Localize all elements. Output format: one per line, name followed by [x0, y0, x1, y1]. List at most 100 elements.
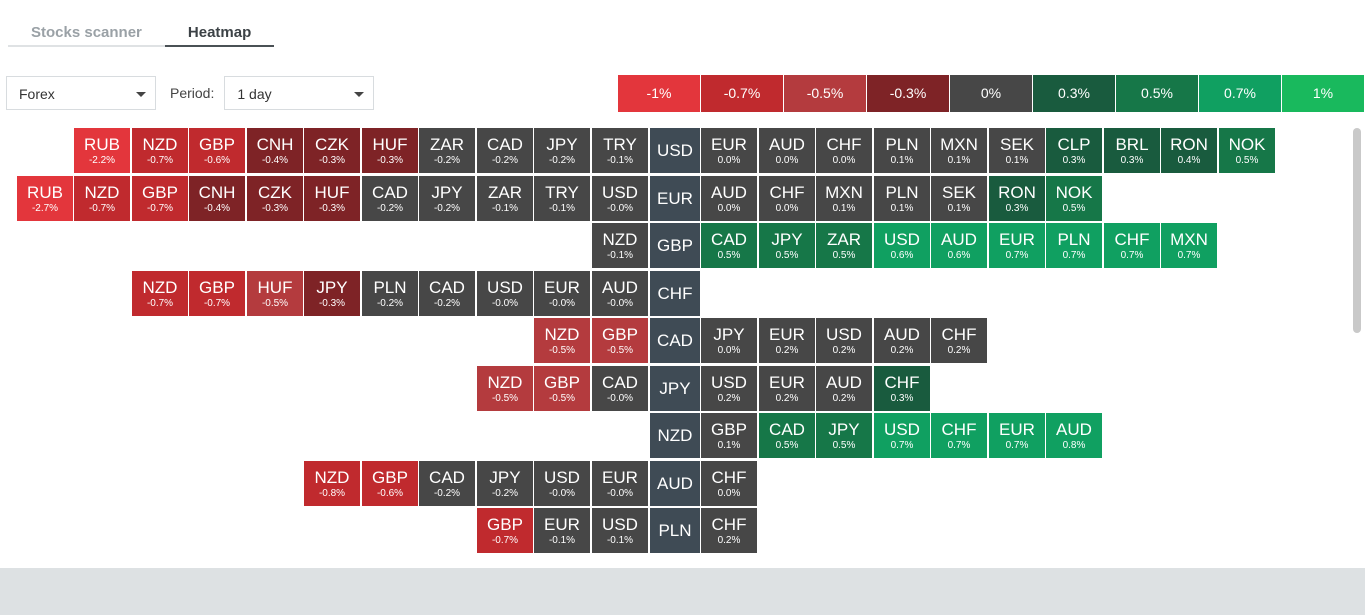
currency-tile-nzd[interactable]: NZD -0.7%	[132, 128, 188, 173]
legend-cell[interactable]: -0.5%	[784, 75, 866, 112]
currency-tile-cad[interactable]: CAD -0.2%	[477, 128, 533, 173]
base-currency-pln[interactable]: PLN	[650, 508, 700, 553]
legend-cell[interactable]: -1%	[618, 75, 700, 112]
currency-tile-pln[interactable]: PLN 0.1%	[874, 128, 930, 173]
currency-tile-eur[interactable]: EUR 0.2%	[759, 366, 815, 411]
currency-tile-ron[interactable]: RON 0.3%	[989, 176, 1045, 221]
base-currency-nzd[interactable]: NZD	[650, 413, 700, 458]
currency-tile-gbp[interactable]: GBP -0.5%	[534, 366, 590, 411]
currency-tile-usd[interactable]: USD -0.0%	[477, 271, 533, 316]
currency-tile-czk[interactable]: CZK -0.3%	[247, 176, 303, 221]
currency-tile-aud[interactable]: AUD 0.6%	[931, 223, 987, 268]
currency-tile-huf[interactable]: HUF -0.3%	[362, 128, 418, 173]
currency-tile-cad[interactable]: CAD -0.2%	[419, 461, 475, 506]
currency-tile-chf[interactable]: CHF 0.3%	[874, 366, 930, 411]
currency-tile-eur[interactable]: EUR 0.7%	[989, 413, 1045, 458]
currency-tile-mxn[interactable]: MXN 0.1%	[816, 176, 872, 221]
currency-tile-aud[interactable]: AUD 0.2%	[816, 366, 872, 411]
legend-cell[interactable]: 0.3%	[1033, 75, 1115, 112]
currency-tile-gbp[interactable]: GBP -0.5%	[592, 318, 648, 363]
currency-tile-jpy[interactable]: JPY -0.2%	[534, 128, 590, 173]
currency-tile-nzd[interactable]: NZD -0.7%	[132, 271, 188, 316]
currency-tile-czk[interactable]: CZK -0.3%	[304, 128, 360, 173]
currency-tile-gbp[interactable]: GBP -0.7%	[189, 271, 245, 316]
currency-tile-usd[interactable]: USD 0.2%	[816, 318, 872, 363]
currency-tile-nzd[interactable]: NZD -0.5%	[534, 318, 590, 363]
currency-tile-usd[interactable]: USD 0.7%	[874, 413, 930, 458]
scrollbar-thumb[interactable]	[1353, 128, 1361, 333]
currency-tile-aud[interactable]: AUD 0.0%	[759, 128, 815, 173]
currency-tile-mxn[interactable]: MXN 0.7%	[1161, 223, 1217, 268]
legend-cell[interactable]: -0.7%	[701, 75, 783, 112]
currency-tile-usd[interactable]: USD -0.1%	[592, 508, 648, 553]
currency-tile-nzd[interactable]: NZD -0.1%	[592, 223, 648, 268]
currency-tile-zar[interactable]: ZAR -0.2%	[419, 128, 475, 173]
currency-tile-aud[interactable]: AUD -0.0%	[592, 271, 648, 316]
currency-tile-jpy[interactable]: JPY 0.5%	[759, 223, 815, 268]
currency-tile-chf[interactable]: CHF 0.7%	[931, 413, 987, 458]
currency-tile-pln[interactable]: PLN 0.1%	[874, 176, 930, 221]
currency-tile-rub[interactable]: RUB -2.2%	[74, 128, 130, 173]
currency-tile-usd[interactable]: USD 0.6%	[874, 223, 930, 268]
currency-tile-chf[interactable]: CHF 0.0%	[701, 461, 757, 506]
currency-tile-cnh[interactable]: CNH -0.4%	[189, 176, 245, 221]
currency-tile-chf[interactable]: CHF 0.2%	[701, 508, 757, 553]
legend-cell[interactable]: -0.3%	[867, 75, 949, 112]
currency-tile-gbp[interactable]: GBP -0.6%	[189, 128, 245, 173]
legend-cell[interactable]: 1%	[1282, 75, 1364, 112]
currency-tile-clp[interactable]: CLP 0.3%	[1046, 128, 1102, 173]
currency-tile-gbp[interactable]: GBP 0.1%	[701, 413, 757, 458]
currency-tile-pln[interactable]: PLN 0.7%	[1046, 223, 1102, 268]
currency-tile-eur[interactable]: EUR 0.0%	[701, 128, 757, 173]
currency-tile-try[interactable]: TRY -0.1%	[534, 176, 590, 221]
currency-tile-huf[interactable]: HUF -0.3%	[304, 176, 360, 221]
currency-tile-aud[interactable]: AUD 0.8%	[1046, 413, 1102, 458]
currency-tile-nok[interactable]: NOK 0.5%	[1046, 176, 1102, 221]
currency-tile-nok[interactable]: NOK 0.5%	[1219, 128, 1275, 173]
currency-tile-brl[interactable]: BRL 0.3%	[1104, 128, 1160, 173]
currency-tile-nzd[interactable]: NZD -0.7%	[74, 176, 130, 221]
currency-tile-chf[interactable]: CHF 0.0%	[759, 176, 815, 221]
currency-tile-sek[interactable]: SEK 0.1%	[989, 128, 1045, 173]
currency-tile-sek[interactable]: SEK 0.1%	[931, 176, 987, 221]
currency-tile-chf[interactable]: CHF 0.7%	[1104, 223, 1160, 268]
currency-tile-ron[interactable]: RON 0.4%	[1161, 128, 1217, 173]
currency-tile-zar[interactable]: ZAR -0.1%	[477, 176, 533, 221]
heatmap-scrollbar[interactable]	[1351, 126, 1363, 558]
currency-tile-aud[interactable]: AUD 0.0%	[701, 176, 757, 221]
currency-tile-cad[interactable]: CAD -0.0%	[592, 366, 648, 411]
currency-tile-jpy[interactable]: JPY 0.5%	[816, 413, 872, 458]
currency-tile-chf[interactable]: CHF 0.2%	[931, 318, 987, 363]
currency-tile-jpy[interactable]: JPY 0.0%	[701, 318, 757, 363]
currency-tile-usd[interactable]: USD -0.0%	[534, 461, 590, 506]
currency-tile-jpy[interactable]: JPY -0.2%	[419, 176, 475, 221]
legend-cell[interactable]: 0.7%	[1199, 75, 1281, 112]
currency-tile-gbp[interactable]: GBP -0.7%	[132, 176, 188, 221]
base-currency-gbp[interactable]: GBP	[650, 223, 700, 268]
currency-tile-zar[interactable]: ZAR 0.5%	[816, 223, 872, 268]
currency-tile-huf[interactable]: HUF -0.5%	[247, 271, 303, 316]
tab-heatmap[interactable]: Heatmap	[164, 20, 275, 47]
tab-stocks-scanner[interactable]: Stocks scanner	[8, 20, 165, 47]
legend-cell[interactable]: 0%	[950, 75, 1032, 112]
currency-tile-rub[interactable]: RUB -2.7%	[17, 176, 73, 221]
currency-tile-try[interactable]: TRY -0.1%	[592, 128, 648, 173]
currency-tile-eur[interactable]: EUR -0.0%	[592, 461, 648, 506]
currency-tile-cad[interactable]: CAD 0.5%	[759, 413, 815, 458]
currency-tile-jpy[interactable]: JPY -0.2%	[477, 461, 533, 506]
period-select[interactable]: 1 day	[224, 76, 375, 110]
currency-tile-usd[interactable]: USD 0.2%	[701, 366, 757, 411]
currency-tile-pln[interactable]: PLN -0.2%	[362, 271, 418, 316]
currency-tile-mxn[interactable]: MXN 0.1%	[931, 128, 987, 173]
currency-tile-cad[interactable]: CAD -0.2%	[419, 271, 475, 316]
currency-tile-eur[interactable]: EUR 0.7%	[989, 223, 1045, 268]
currency-tile-gbp[interactable]: GBP -0.7%	[477, 508, 533, 553]
base-currency-usd[interactable]: USD	[650, 128, 700, 173]
currency-tile-gbp[interactable]: GBP -0.6%	[362, 461, 418, 506]
currency-tile-usd[interactable]: USD -0.0%	[592, 176, 648, 221]
currency-tile-nzd[interactable]: NZD -0.5%	[477, 366, 533, 411]
legend-cell[interactable]: 0.5%	[1116, 75, 1198, 112]
currency-tile-chf[interactable]: CHF 0.0%	[816, 128, 872, 173]
currency-tile-eur[interactable]: EUR -0.1%	[534, 508, 590, 553]
currency-tile-aud[interactable]: AUD 0.2%	[874, 318, 930, 363]
